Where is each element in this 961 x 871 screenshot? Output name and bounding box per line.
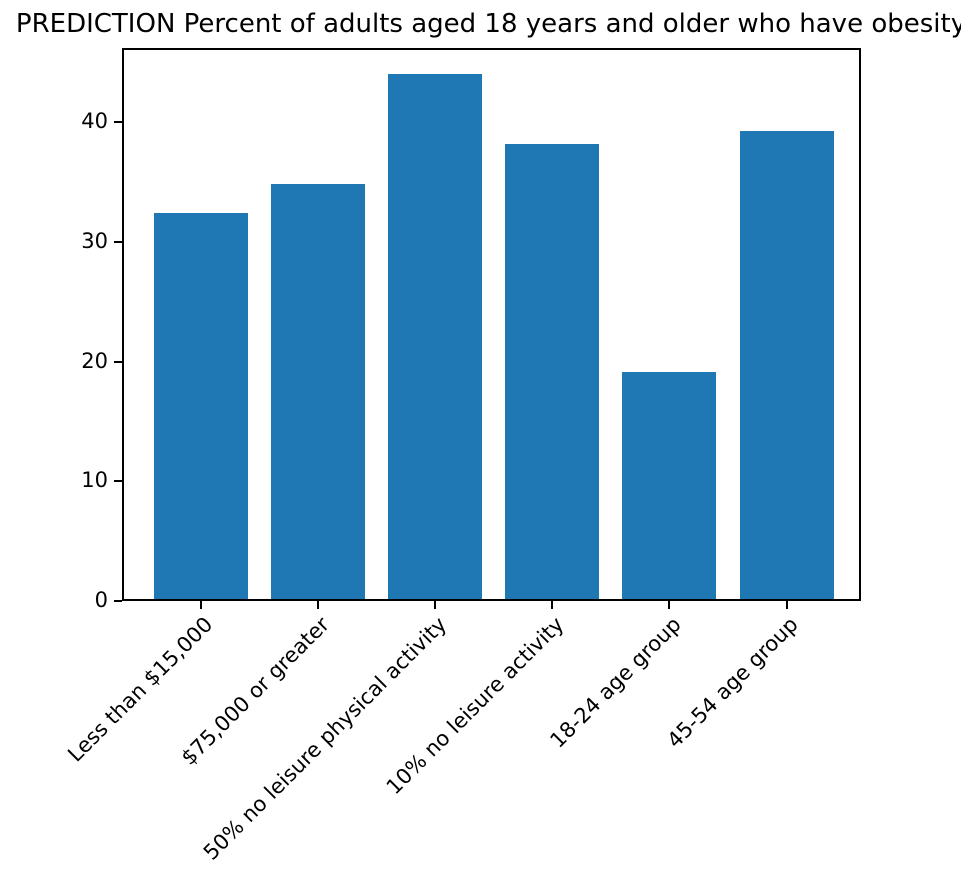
y-tick-mark	[114, 600, 122, 602]
y-tick-label: 30	[81, 228, 108, 253]
x-tick-mark	[668, 601, 671, 609]
x-tick-mark	[434, 601, 437, 609]
x-tick-mark	[551, 601, 554, 609]
x-tick-mark	[785, 601, 788, 609]
x-tick-label: 50% no leisure physical activity	[199, 612, 452, 865]
y-tick-mark	[114, 121, 122, 124]
x-tick-mark	[317, 601, 320, 609]
plot-area: 0 10 20 30 40 Less than $15,000 $75,000 or gr…	[63, 48, 861, 865]
bar	[388, 74, 483, 601]
x-tick-mark	[200, 601, 202, 609]
y-tick-mark	[114, 240, 122, 243]
y-tick-mark	[114, 480, 122, 483]
y-tick-label: 40	[81, 109, 108, 134]
bar	[154, 213, 248, 601]
bar	[271, 184, 366, 601]
y-tick-label: 0	[94, 588, 108, 613]
bar	[622, 372, 717, 601]
y-tick-label: 10	[81, 468, 108, 493]
bar	[739, 130, 834, 601]
y-tick-label: 20	[81, 348, 108, 373]
bar	[505, 143, 600, 601]
x-tick-label-anchor: 45-54 age group	[612, 612, 802, 752]
chart-title: PREDICTION Percent of adults aged 18 yea…	[15, 9, 961, 39]
x-tick-label: 45-54 age group	[662, 612, 803, 753]
y-tick-mark	[114, 360, 122, 363]
